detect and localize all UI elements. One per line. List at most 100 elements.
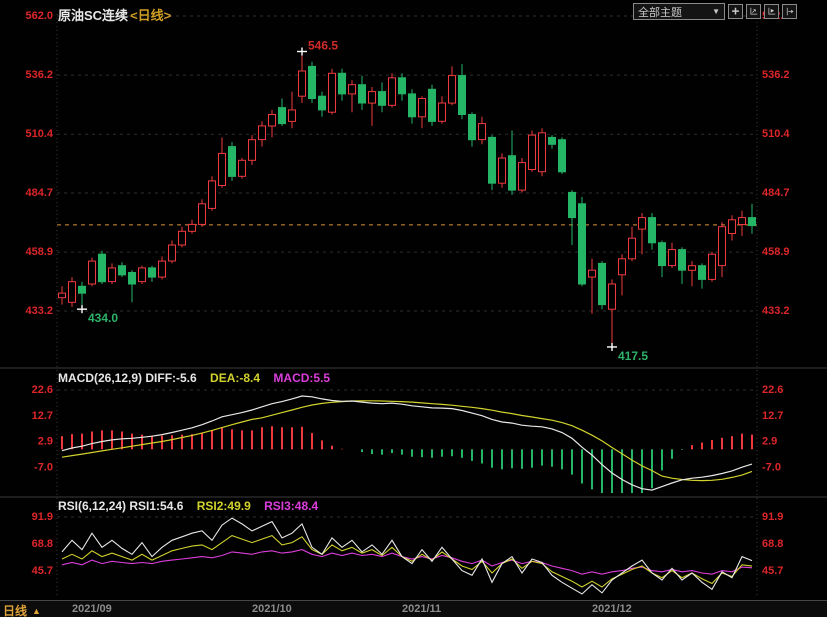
theme-dropdown[interactable]: 全部主题 ▼ (633, 3, 725, 20)
macd-diff-label: MACD(26,12,9) DIFF:-5.6 (58, 371, 197, 385)
date-label: 2021/12 (592, 603, 632, 615)
svg-text:433.2: 433.2 (762, 305, 790, 317)
candle (708, 251, 716, 282)
candle (208, 176, 216, 211)
svg-text:12.7: 12.7 (32, 410, 53, 422)
candle (458, 64, 466, 120)
candle (308, 61, 316, 103)
candle (418, 96, 426, 129)
svg-text:536.2: 536.2 (762, 69, 790, 81)
bottom-bar: 日线 ▲ 2021/09 2021/10 2021/11 2021/12 (0, 600, 827, 617)
candle (218, 137, 226, 188)
period-selector-label: 日线 (3, 604, 28, 617)
pan-tool-icon[interactable] (728, 4, 743, 19)
candle (428, 84, 436, 126)
candle (408, 89, 416, 124)
date-label: 2021/10 (252, 603, 292, 615)
candle (318, 91, 326, 117)
svg-text:562.0: 562.0 (25, 10, 53, 22)
candle (718, 222, 726, 278)
candle (548, 135, 556, 149)
svg-text:458.9: 458.9 (762, 246, 790, 258)
macd-value-label: MACD:5.5 (273, 371, 331, 385)
period-tag: <日线> (130, 8, 172, 23)
svg-text:91.9: 91.9 (762, 511, 783, 523)
candle (298, 51, 306, 103)
candle (678, 247, 686, 284)
candle (248, 135, 256, 165)
svg-text:536.2: 536.2 (25, 69, 53, 81)
candle (578, 196, 586, 287)
macd-header: MACD(26,12,9) DIFF:-5.6 DEA:-8.4 MACD:5.… (58, 371, 330, 385)
candle (378, 82, 386, 113)
axis-scale-icon[interactable] (746, 4, 761, 19)
svg-text:484.7: 484.7 (25, 187, 53, 199)
candle (598, 261, 606, 310)
macd-histogram (61, 426, 753, 493)
toolbar: 全部主题 ▼ (633, 3, 797, 20)
panel-chrome (0, 14, 827, 598)
svg-text:22.6: 22.6 (32, 384, 53, 396)
candle (348, 80, 356, 113)
candle (228, 142, 236, 181)
date-label: 2021/09 (72, 603, 112, 615)
candle (128, 270, 136, 303)
candle (608, 279, 616, 347)
instrument-title: 原油SC连续 (58, 8, 129, 23)
candle (108, 263, 116, 284)
candle (528, 130, 536, 172)
axis-fit-icon[interactable] (764, 4, 779, 19)
candle (728, 215, 736, 241)
svg-text:-7.0: -7.0 (34, 462, 53, 474)
macd-axis-left: 22.6 12.7 2.9 -7.0 (32, 384, 53, 474)
candle (568, 190, 576, 245)
svg-text:510.4: 510.4 (762, 128, 790, 140)
period-selector[interactable]: 日线 ▲ (3, 602, 41, 617)
svg-text:417.5: 417.5 (618, 349, 648, 363)
candle (478, 116, 486, 145)
candle (508, 130, 516, 195)
candle (398, 73, 406, 101)
svg-text:2.9: 2.9 (38, 436, 53, 448)
candle (638, 213, 646, 255)
macd-axis-right: 22.6 12.7 2.9 -7.0 (762, 384, 783, 474)
svg-text:45.7: 45.7 (762, 565, 783, 577)
candle (688, 261, 696, 287)
svg-text:510.4: 510.4 (25, 128, 53, 140)
candle (278, 98, 286, 126)
svg-text:22.6: 22.6 (762, 384, 783, 396)
candle (118, 262, 126, 278)
rsi-axis-left: 91.9 68.8 45.7 (32, 511, 53, 577)
candle (698, 263, 706, 289)
price-annotations: 546.5 434.0 417.5 (77, 39, 648, 363)
date-label: 2021/11 (402, 603, 442, 615)
rsi1-line (61, 517, 753, 595)
price-axis-left: 562.0 536.2 510.4 484.7 458.9 433.2 (25, 10, 53, 317)
svg-text:68.8: 68.8 (762, 538, 783, 550)
theme-dropdown-label: 全部主题 (638, 6, 682, 19)
candle (288, 91, 296, 129)
candle (358, 75, 366, 110)
candle (98, 250, 106, 284)
candle (368, 87, 376, 126)
candle (238, 158, 246, 179)
candle (668, 242, 676, 268)
up-triangle-icon: ▲ (32, 605, 41, 616)
rsi3-label: RSI3:48.4 (264, 499, 319, 513)
candle (448, 66, 456, 106)
rsi2-line (61, 534, 753, 588)
shift-right-icon[interactable] (782, 4, 797, 19)
candle (158, 256, 166, 280)
candles-layer (58, 51, 756, 347)
candle (258, 121, 266, 147)
candle (88, 257, 96, 287)
svg-text:484.7: 484.7 (762, 187, 790, 199)
candle (748, 203, 756, 234)
rsi-header: RSI(6,12,24) RSI1:54.6 RSI2:49.9 RSI3:48… (58, 499, 318, 513)
diff-line (61, 395, 753, 491)
candle (738, 210, 746, 236)
svg-text:458.9: 458.9 (25, 246, 53, 258)
candle (268, 109, 276, 138)
